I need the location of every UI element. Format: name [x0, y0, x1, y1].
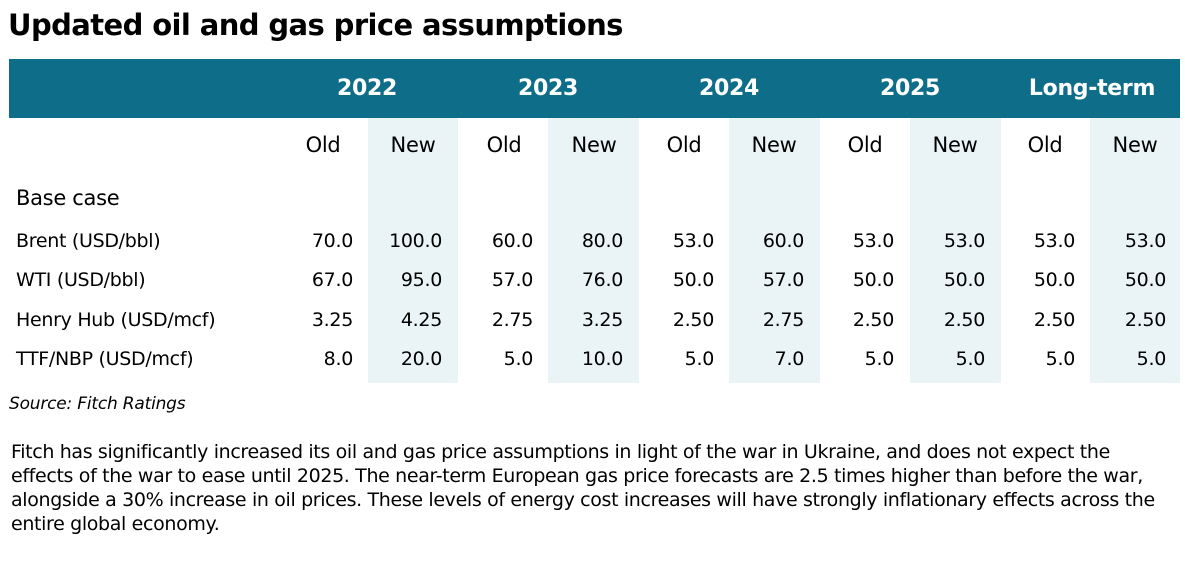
- source-note: Source: Fitch Ratings: [9, 394, 186, 414]
- subheader-new: New: [571, 133, 617, 157]
- subheader-new: New: [1112, 133, 1158, 157]
- table-header-bar: 2022 2023 2024 2025 Long-term: [9, 59, 1180, 118]
- table-cell: 5.0: [955, 348, 986, 370]
- table-cell: 53.0: [943, 230, 985, 252]
- table-cell: 70.0: [311, 230, 353, 252]
- table-cell: 57.0: [762, 269, 804, 291]
- table-cell: 50.0: [1124, 269, 1166, 291]
- table-cell: 60.0: [491, 230, 533, 252]
- year-header-2025: 2025: [879, 76, 941, 101]
- table-cell: 7.0: [774, 348, 805, 370]
- page-title: Updated oil and gas price assumptions: [8, 8, 623, 42]
- new-column-shade: [910, 118, 1001, 383]
- table-cell: 76.0: [581, 269, 623, 291]
- table-cell: 2.50: [672, 309, 714, 331]
- table-cell: 3.25: [311, 309, 353, 331]
- table-cell: 4.25: [400, 309, 442, 331]
- table-cell: 60.0: [762, 230, 804, 252]
- subheader-new: New: [390, 133, 436, 157]
- body-paragraph: Fitch has significantly increased its oi…: [11, 441, 1155, 535]
- year-header-long-term: Long-term: [1028, 76, 1156, 101]
- subheader-old: Old: [305, 133, 341, 157]
- row-label: Henry Hub (USD/mcf): [16, 309, 216, 331]
- table-cell: 5.0: [1136, 348, 1167, 370]
- table-cell: 2.50: [852, 309, 894, 331]
- table-cell: 53.0: [672, 230, 714, 252]
- new-column-shade: [548, 118, 639, 383]
- subheader-old: Old: [847, 133, 883, 157]
- row-label: WTI (USD/bbl): [16, 269, 146, 291]
- subheader-old: Old: [486, 133, 522, 157]
- table-cell: 2.75: [762, 309, 804, 331]
- section-label-base-case: Base case: [16, 186, 120, 210]
- table-cell: 50.0: [852, 269, 894, 291]
- table-cell: 80.0: [581, 230, 623, 252]
- table-cell: 57.0: [491, 269, 533, 291]
- table-cell: 3.25: [581, 309, 623, 331]
- table-cell: 50.0: [1033, 269, 1075, 291]
- subheader-new: New: [751, 133, 797, 157]
- table-cell: 2.50: [1124, 309, 1166, 331]
- year-header-2023: 2023: [517, 76, 579, 101]
- year-header-2024: 2024: [698, 76, 760, 101]
- table-cell: 67.0: [311, 269, 353, 291]
- table-cell: 10.0: [581, 348, 623, 370]
- table-cell: 20.0: [400, 348, 442, 370]
- subheader-old: Old: [666, 133, 702, 157]
- table-cell: 95.0: [400, 269, 442, 291]
- table-cell: 5.0: [684, 348, 715, 370]
- table-cell: 5.0: [864, 348, 895, 370]
- subheader-new: New: [932, 133, 978, 157]
- table-cell: 100.0: [389, 230, 442, 252]
- table-cell: 2.50: [1033, 309, 1075, 331]
- table-cell: 53.0: [1124, 230, 1166, 252]
- table-cell: 2.50: [943, 309, 985, 331]
- table-cell: 50.0: [672, 269, 714, 291]
- year-header-2022: 2022: [336, 76, 398, 101]
- row-label: TTF/NBP (USD/mcf): [16, 348, 194, 370]
- subheader-old: Old: [1027, 133, 1063, 157]
- new-column-shade: [1090, 118, 1180, 383]
- table-cell: 5.0: [503, 348, 534, 370]
- table-cell: 53.0: [852, 230, 894, 252]
- table-cell: 50.0: [943, 269, 985, 291]
- table-cell: 53.0: [1033, 230, 1075, 252]
- table-cell: 8.0: [323, 348, 354, 370]
- table-cell: 5.0: [1045, 348, 1076, 370]
- new-column-shade: [368, 118, 458, 383]
- table-cell: 2.75: [491, 309, 533, 331]
- row-label: Brent (USD/bbl): [16, 230, 161, 252]
- new-column-shade: [729, 118, 820, 383]
